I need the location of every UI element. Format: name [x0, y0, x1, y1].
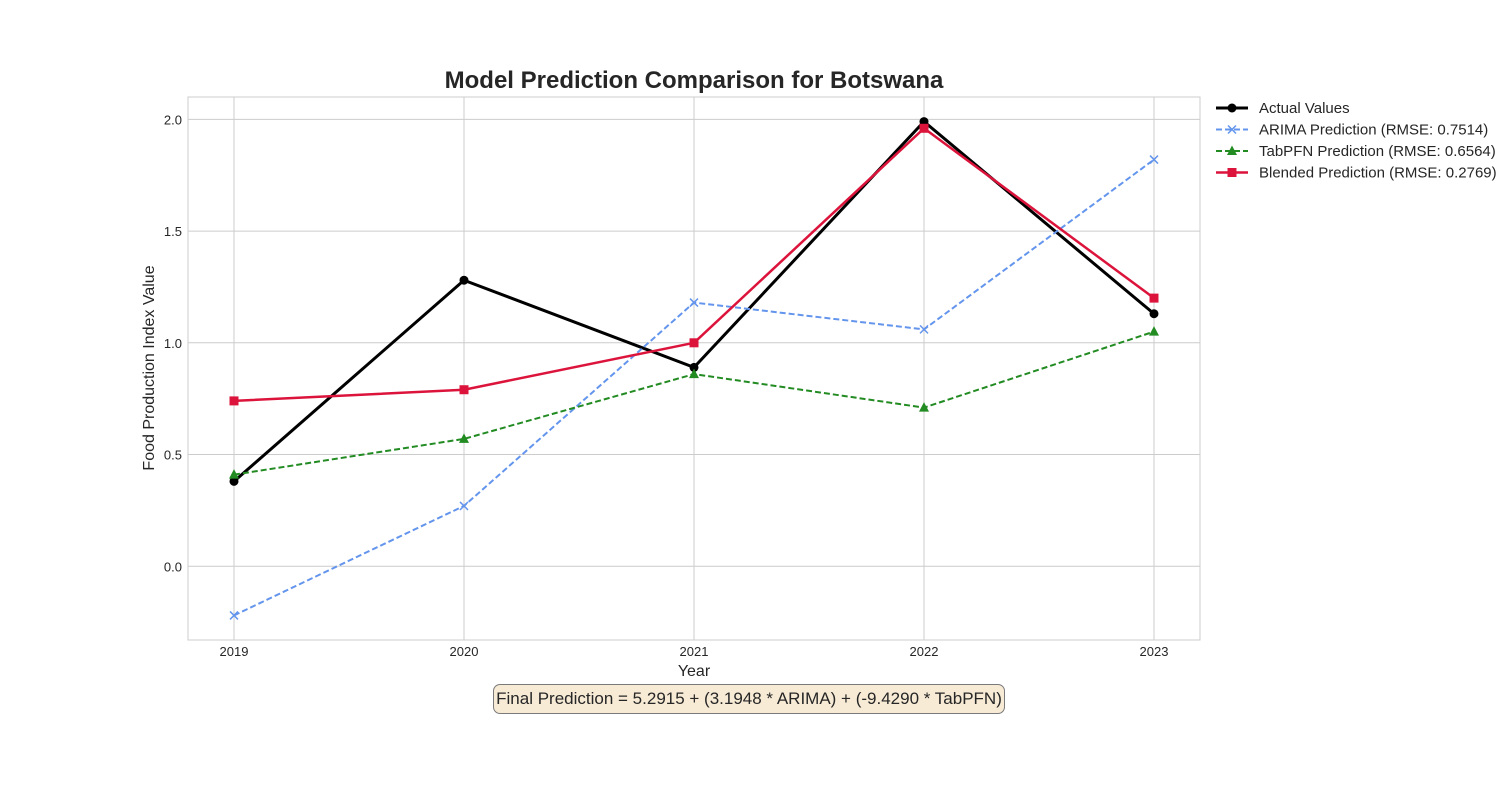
data-point: [919, 324, 929, 334]
data-point: [689, 368, 699, 379]
data-point: [1149, 155, 1159, 165]
y-tick-label: 0.0: [164, 559, 182, 574]
x-tick-label: 2022: [910, 644, 939, 659]
legend-marker: [1227, 103, 1237, 113]
data-point: [459, 275, 469, 285]
data-point: [229, 396, 239, 406]
data-point: [1149, 309, 1159, 319]
x-tick-label: 2021: [680, 644, 709, 659]
data-point: [919, 123, 929, 133]
legend: Actual Values ARIMA Prediction (RMSE: 0.7…: [1216, 100, 1497, 182]
legend-marker: [1227, 168, 1237, 177]
x-tick-labels: 2019 2020 2021 2022 2023: [220, 644, 1169, 659]
y-tick-label: 2.0: [164, 112, 182, 127]
data-point: [459, 385, 469, 395]
grid: [188, 97, 1200, 640]
legend-label: TabPFN Prediction (RMSE: 0.6564): [1259, 143, 1496, 160]
data-point: [229, 610, 239, 620]
x-tick-label: 2023: [1140, 644, 1169, 659]
series-4: [229, 123, 1159, 406]
series-3: [229, 326, 1159, 479]
y-tick-label: 0.5: [164, 448, 182, 463]
data-point: [459, 501, 469, 511]
plot-frame: [187, 96, 1201, 641]
y-tick-labels: 0.0 0.5 1.0 1.5 2.0: [164, 112, 182, 574]
legend-item: TabPFN Prediction (RMSE: 0.6564): [1216, 143, 1496, 160]
series-group: [229, 117, 1159, 620]
legend-label: Blended Prediction (RMSE: 0.2769): [1259, 165, 1497, 182]
chart-title: Model Prediction Comparison for Botswana: [445, 67, 944, 94]
y-axis-label: Food Production Index Value: [141, 265, 158, 470]
legend-marker: [1227, 124, 1237, 135]
legend-item: Actual Values: [1216, 100, 1350, 117]
legend-label: ARIMA Prediction (RMSE: 0.7514): [1259, 122, 1488, 139]
data-point: [229, 476, 239, 486]
data-point: [689, 298, 699, 308]
data-point: [919, 402, 929, 412]
data-point: [459, 433, 469, 443]
y-tick-label: 1.0: [164, 336, 182, 351]
series-2: [229, 155, 1159, 620]
x-axis-label: Year: [678, 663, 711, 680]
data-point: [229, 469, 239, 479]
x-tick-label: 2020: [450, 644, 479, 659]
legend-item: Blended Prediction (RMSE: 0.2769): [1216, 165, 1497, 182]
y-tick-label: 1.5: [164, 224, 182, 239]
legend-label: Actual Values: [1259, 100, 1350, 117]
legend-marker: [1227, 145, 1237, 155]
data-point: [689, 362, 699, 372]
data-point: [1149, 293, 1159, 303]
formula-annotation: Final Prediction = 5.2915 + (3.1948 * AR…: [493, 684, 1005, 714]
data-point: [689, 338, 699, 348]
data-point: [1149, 326, 1159, 336]
legend-item: ARIMA Prediction (RMSE: 0.7514): [1216, 122, 1488, 139]
x-tick-label: 2019: [220, 644, 249, 659]
